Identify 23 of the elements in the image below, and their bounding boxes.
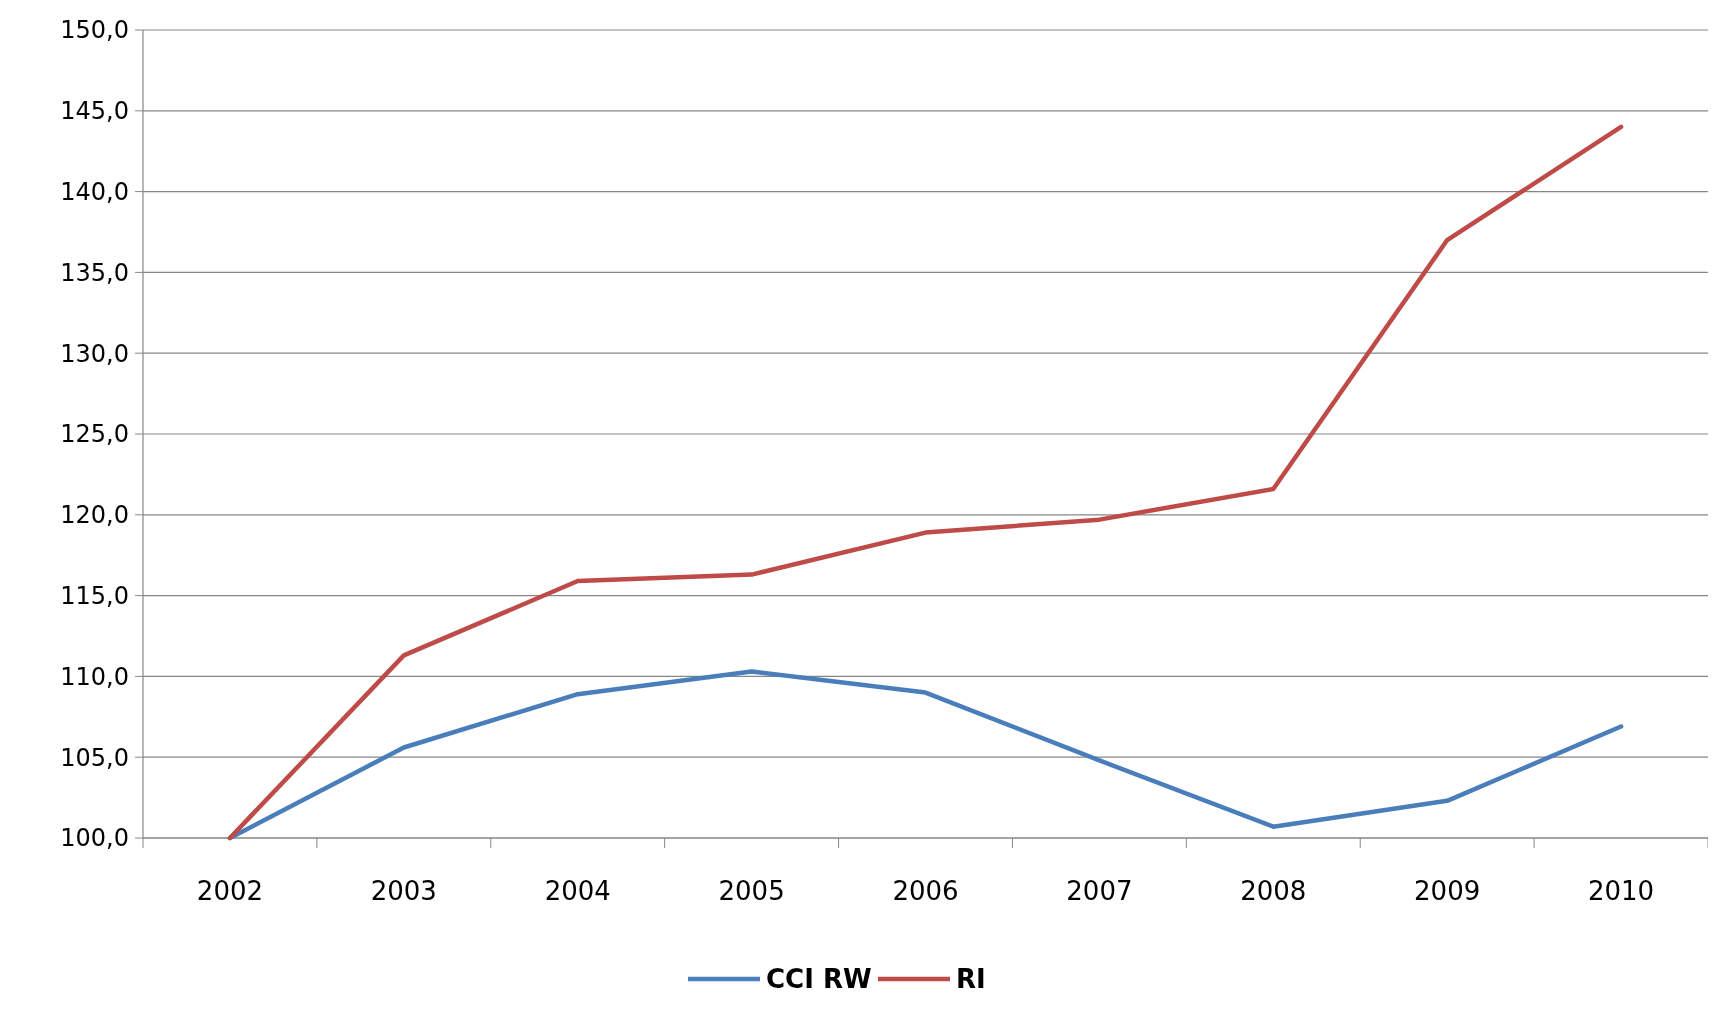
x-tick-label: 2005 bbox=[718, 876, 785, 906]
y-tick-label: 130,0 bbox=[60, 339, 129, 368]
y-tick-label: 120,0 bbox=[60, 501, 129, 530]
line-series bbox=[227, 124, 1624, 841]
x-tick-label: 2007 bbox=[1066, 876, 1133, 906]
y-tick-label: 125,0 bbox=[60, 420, 129, 449]
x-tick-label: 2008 bbox=[1240, 876, 1307, 906]
x-tick-label: 2006 bbox=[892, 876, 959, 906]
x-tick-label: 2002 bbox=[196, 876, 264, 906]
legend-label: RI bbox=[956, 964, 986, 994]
y-tick-label: 115,0 bbox=[60, 582, 129, 610]
legend-label: CCI RW bbox=[766, 964, 872, 994]
x-tick-label: 2009 bbox=[1414, 876, 1481, 906]
y-tick-label: 140,0 bbox=[60, 178, 129, 206]
x-tick-label: 2004 bbox=[544, 876, 611, 906]
y-tick-label: 150,0 bbox=[60, 16, 129, 45]
y-tick-label: 100,0 bbox=[60, 824, 129, 853]
y-tick-label: 105,0 bbox=[60, 743, 129, 772]
y-tick-label: 145,0 bbox=[60, 97, 129, 126]
y-tick-label: 110,0 bbox=[60, 662, 129, 691]
x-tick-label: 2010 bbox=[1587, 876, 1655, 906]
x-tick-label: 2003 bbox=[370, 876, 437, 906]
y-tick-label: 135,0 bbox=[60, 258, 129, 287]
